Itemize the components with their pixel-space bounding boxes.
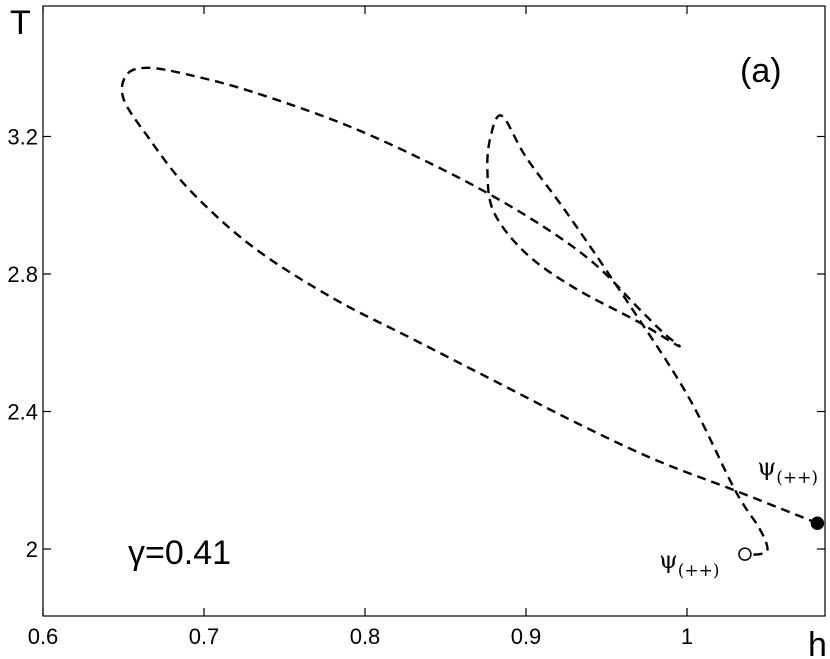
x-tick-label: 0.8 (350, 624, 381, 649)
point-label-subscript: (++) (776, 468, 818, 488)
point-label: ψ(++) (659, 546, 720, 581)
point-label-subscript: (++) (678, 561, 720, 581)
y-tick-label: 2 (26, 537, 38, 562)
x-tick-label: 1 (681, 624, 693, 649)
plot-frame (42, 5, 826, 617)
parameter-label: γ=0.41 (128, 534, 231, 572)
y-tick-label: 2.4 (7, 400, 38, 425)
panel-label: (a) (740, 52, 782, 90)
point-label: ψ(++) (757, 453, 818, 488)
y-tick-label: 3.2 (7, 125, 38, 150)
x-axis-title: h (808, 626, 827, 659)
y-tick-label: 2.8 (7, 262, 38, 287)
marked-points: ψ(++)ψ(++) (659, 453, 825, 581)
series-curve (120, 66, 818, 556)
point-label-symbol: ψ (757, 453, 776, 481)
x-tick-label: 0.9 (511, 624, 542, 649)
x-tick-label: 0.6 (28, 624, 59, 649)
y-axis-ticks: 2 2.4 2.8 3.2 (7, 125, 825, 562)
x-tick-label: 0.7 (189, 624, 220, 649)
open-point-marker (738, 547, 752, 561)
point-label-symbol: ψ (659, 546, 678, 574)
x-axis-ticks: 0.6 0.7 0.8 0.9 1 (28, 6, 693, 649)
filled-point-marker (810, 516, 825, 530)
y-axis-title: T (10, 4, 31, 42)
